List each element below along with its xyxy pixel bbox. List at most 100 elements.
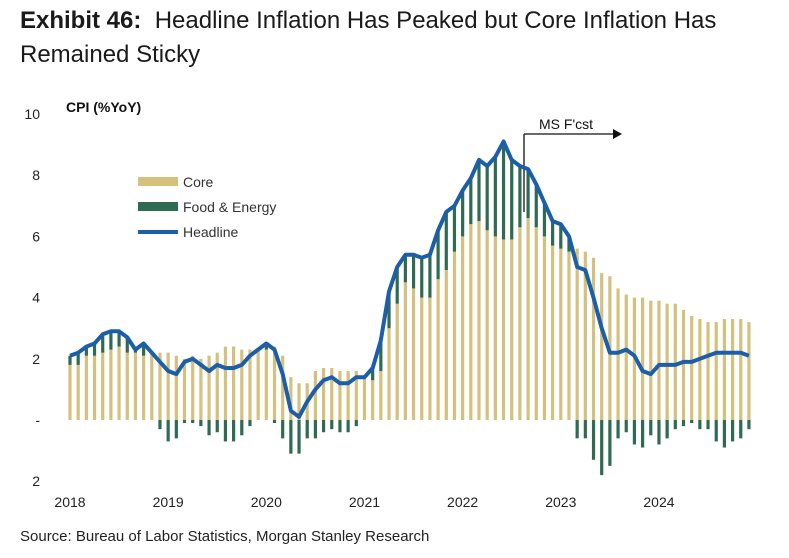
- y-tick-label: -: [35, 412, 40, 428]
- core-bar: [354, 371, 358, 420]
- forecast-arrow-head: [613, 129, 622, 139]
- food-energy-bar: [174, 420, 178, 439]
- core-bar: [174, 355, 178, 420]
- y-tick-label: 2: [32, 351, 40, 367]
- core-bar: [461, 236, 465, 420]
- x-tick-label: 2022: [447, 494, 478, 510]
- y-tick-label: 10: [24, 106, 40, 122]
- food-energy-bar: [387, 291, 391, 329]
- food-energy-bar: [583, 420, 587, 439]
- food-energy-bar: [191, 420, 195, 424]
- core-bar: [575, 248, 579, 420]
- food-energy-bar: [338, 420, 342, 433]
- food-energy-bar: [534, 184, 538, 228]
- food-energy-bar: [264, 343, 268, 350]
- core-bar: [542, 236, 547, 420]
- legend: Core Food & Energy Headline: [138, 174, 276, 240]
- core-bar: [436, 279, 440, 420]
- x-tick-label: 2021: [349, 494, 380, 510]
- core-bar: [240, 349, 244, 420]
- food-energy-bar: [420, 257, 424, 298]
- core-bar: [84, 355, 88, 420]
- core-bar: [641, 297, 645, 420]
- core-bar: [109, 349, 113, 420]
- core-bar: [76, 364, 80, 420]
- x-tick-label: 2019: [153, 494, 184, 510]
- food-energy-bar: [207, 420, 211, 436]
- food-energy-bar: [485, 166, 489, 231]
- core-bar: [526, 218, 530, 420]
- food-energy-bar: [92, 343, 97, 356]
- food-energy-bar: [428, 254, 432, 298]
- food-energy-bar: [551, 221, 555, 246]
- core-bar: [101, 352, 105, 420]
- y-tick-label: 2: [32, 473, 40, 489]
- core-bar: [559, 248, 563, 420]
- food-energy-bar: [739, 420, 743, 439]
- x-tick-label: 2024: [643, 494, 674, 510]
- food-energy-bar: [321, 420, 326, 433]
- food-energy-bar: [215, 420, 219, 433]
- food-energy-bar: [272, 420, 277, 424]
- core-bar: [395, 303, 399, 420]
- core-bar: [657, 300, 661, 420]
- food-energy-bar: [624, 420, 628, 433]
- food-energy-bar: [117, 331, 121, 347]
- food-energy-bar: [690, 420, 694, 424]
- food-energy-bar: [436, 230, 440, 280]
- food-energy-bar: [158, 420, 162, 430]
- food-energy-bar: [305, 420, 309, 439]
- y-tick-label: 8: [32, 167, 40, 183]
- food-energy-bar: [68, 355, 72, 365]
- forecast-label: MS F'cst: [539, 116, 593, 132]
- core-bar: [133, 352, 138, 420]
- food-energy-bar: [673, 420, 677, 430]
- food-energy-bar: [403, 254, 407, 283]
- chart-title: Exhibit 46: Headline Inflation Has Peake…: [20, 4, 789, 37]
- core-bar: [289, 377, 293, 420]
- exhibit-number: Exhibit 46:: [20, 7, 142, 34]
- core-bar: [534, 227, 538, 420]
- core-bar: [166, 352, 170, 420]
- core-bar: [673, 303, 677, 420]
- food-energy-bar: [559, 224, 563, 249]
- legend-label-headline: Headline: [183, 224, 238, 240]
- core-bar: [706, 322, 710, 420]
- core-bar: [264, 349, 268, 420]
- food-energy-bar: [608, 420, 612, 466]
- food-energy-bar: [575, 420, 579, 439]
- core-bar: [215, 352, 219, 420]
- food-energy-bar: [354, 420, 358, 427]
- x-tick-label: 2023: [545, 494, 576, 510]
- food-energy-bar: [649, 420, 653, 436]
- food-energy-bar: [101, 334, 105, 353]
- food-energy-bar: [632, 420, 637, 445]
- core-bar: [665, 303, 669, 420]
- core-bar: [469, 224, 473, 420]
- food-energy-bar: [747, 420, 751, 430]
- core-bar: [338, 371, 342, 420]
- food-energy-bar: [346, 420, 350, 433]
- food-energy-bar: [510, 159, 514, 240]
- title-line1: Headline Inflation Has Peaked but Core I…: [154, 7, 717, 34]
- food-energy-bar: [248, 420, 252, 427]
- food-energy-bar: [395, 267, 399, 304]
- core-bar: [485, 230, 489, 420]
- core-bar: [313, 371, 317, 420]
- cpi-chart: CPI (%YoY) 10 8 6 4 2 - 2 Core Food & Energy H…: [24, 99, 751, 510]
- core-bar: [379, 371, 383, 420]
- core-bar: [321, 367, 326, 420]
- food-energy-bar: [281, 420, 285, 439]
- core-bar: [182, 358, 187, 420]
- core-bar: [477, 221, 481, 420]
- core-bar: [387, 328, 391, 420]
- food-energy-bar: [182, 420, 187, 424]
- food-energy-bar: [371, 367, 375, 381]
- food-energy-bar: [730, 420, 735, 442]
- food-energy-bar: [313, 420, 317, 439]
- food-energy-bar: [681, 420, 686, 427]
- food-energy-bar: [289, 420, 293, 454]
- food-energy-bar: [469, 178, 473, 225]
- y-axis-ticks: 10 8 6 4 2 - 2: [24, 106, 40, 489]
- core-bar: [591, 257, 596, 420]
